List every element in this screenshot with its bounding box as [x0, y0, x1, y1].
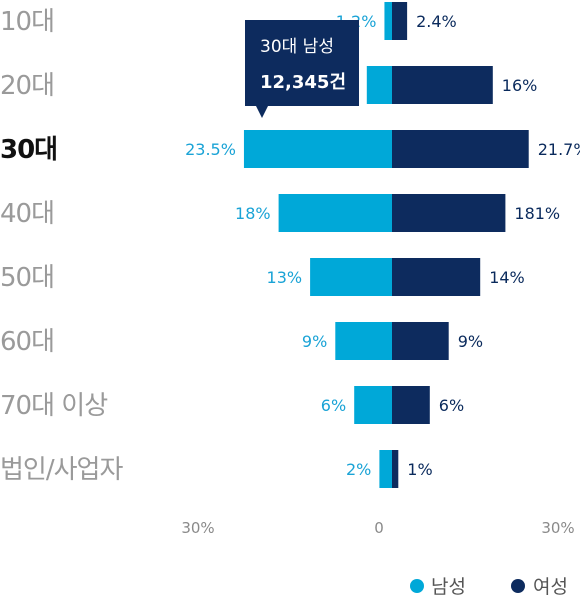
legend-label: 남성: [431, 576, 466, 598]
tooltip-box: [245, 20, 359, 106]
data-label-male: 23.5%: [185, 140, 236, 159]
legend-swatch: [511, 579, 525, 593]
bar-male[interactable]: [366, 66, 392, 104]
bar-female[interactable]: [392, 66, 493, 104]
bar-male[interactable]: [384, 2, 392, 40]
data-label-female: 9%: [458, 332, 483, 351]
bars-group: [243, 2, 529, 488]
category-label: 70대 이상: [0, 391, 107, 421]
category-label: 30대: [0, 135, 57, 165]
bar-male[interactable]: [310, 258, 392, 296]
data-label-female: 16%: [502, 76, 538, 95]
legend: 남성 여성: [410, 576, 568, 598]
data-label-male: 13%: [267, 268, 303, 287]
x-tick-label: 30%: [181, 519, 214, 537]
legend-swatch: [410, 579, 424, 593]
bar-female[interactable]: [392, 450, 399, 488]
data-label-female: 1%: [407, 460, 432, 479]
category-label: 50대: [0, 263, 54, 293]
category-label: 20대: [0, 71, 54, 101]
tooltip-value: 12,345건: [260, 72, 346, 93]
bar-male[interactable]: [354, 386, 392, 424]
bar-female[interactable]: [392, 130, 529, 168]
data-label-female: 181%: [514, 204, 560, 223]
bar-male[interactable]: [379, 450, 392, 488]
labels-group: 10대1.2%2.4%20대16%30대23.5%21.7%40대18%181%…: [0, 7, 580, 485]
category-label: 법인/사업자: [0, 455, 123, 485]
category-label: 60대: [0, 327, 54, 357]
bar-male[interactable]: [335, 322, 392, 360]
tooltip-title: 30대 남성: [260, 37, 334, 57]
data-label-male: 6%: [321, 396, 346, 415]
data-label-female: 14%: [489, 268, 525, 287]
bar-female[interactable]: [392, 322, 449, 360]
data-label-female: 2.4%: [416, 12, 457, 31]
category-label: 40대: [0, 199, 54, 229]
data-label-female: 6%: [439, 396, 464, 415]
bar-female[interactable]: [392, 386, 430, 424]
data-label-male: 9%: [302, 332, 327, 351]
tooltip: 30대 남성 12,345건: [245, 20, 359, 118]
x-tick-label: 30%: [541, 519, 574, 537]
bar-female[interactable]: [392, 194, 506, 232]
bar-male[interactable]: [243, 130, 392, 168]
bar-male[interactable]: [278, 194, 392, 232]
category-label: 10대: [0, 7, 54, 37]
tooltip-arrow: [256, 106, 268, 118]
bar-female[interactable]: [392, 2, 408, 40]
data-label-male: 2%: [346, 460, 371, 479]
x-tick-label: 0: [374, 519, 384, 537]
x-ticks-group: 30% 0 30%: [181, 519, 574, 537]
data-label-male: 18%: [235, 204, 271, 223]
legend-label: 여성: [533, 576, 568, 598]
bar-female[interactable]: [392, 258, 481, 296]
data-label-female: 21.7%: [538, 140, 580, 159]
